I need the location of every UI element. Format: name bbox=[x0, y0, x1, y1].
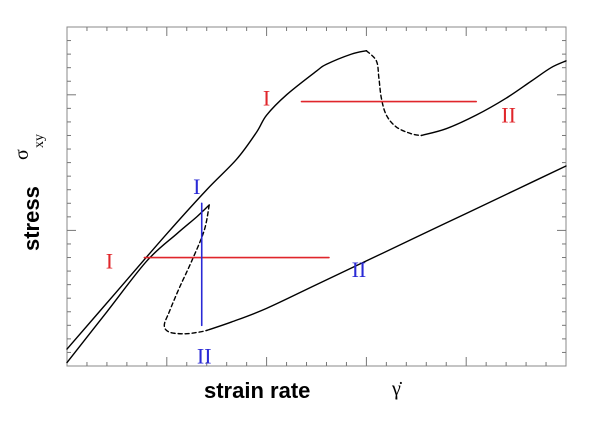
y-axis-symbol-subscript: xy bbox=[32, 134, 47, 148]
flow-curve-segment-4 bbox=[163, 204, 210, 335]
branch-label-3: II bbox=[352, 257, 367, 282]
branch-label-0: I bbox=[263, 86, 270, 111]
flow-curve-segment-1 bbox=[365, 50, 422, 137]
flow-curve-segment-2 bbox=[420, 60, 567, 137]
branch-label-5: II bbox=[197, 343, 212, 368]
flow-curve-segment-0 bbox=[66, 50, 368, 350]
y-axis-label: stress bbox=[19, 186, 44, 251]
branch-label-1: II bbox=[501, 103, 516, 128]
branch-label-4: I bbox=[193, 174, 200, 199]
y-axis-symbol: σ bbox=[11, 149, 33, 160]
x-axis-symbol: γ̇ bbox=[391, 378, 403, 400]
plot-frame bbox=[66, 26, 567, 367]
flow-curve-segment-5 bbox=[206, 165, 567, 332]
flow-curve-segment-3 bbox=[66, 204, 210, 364]
branch-label-2: I bbox=[106, 248, 113, 273]
plot-area-border bbox=[66, 26, 567, 367]
x-axis-label: strain rate bbox=[204, 378, 310, 403]
plot-data bbox=[66, 50, 567, 364]
